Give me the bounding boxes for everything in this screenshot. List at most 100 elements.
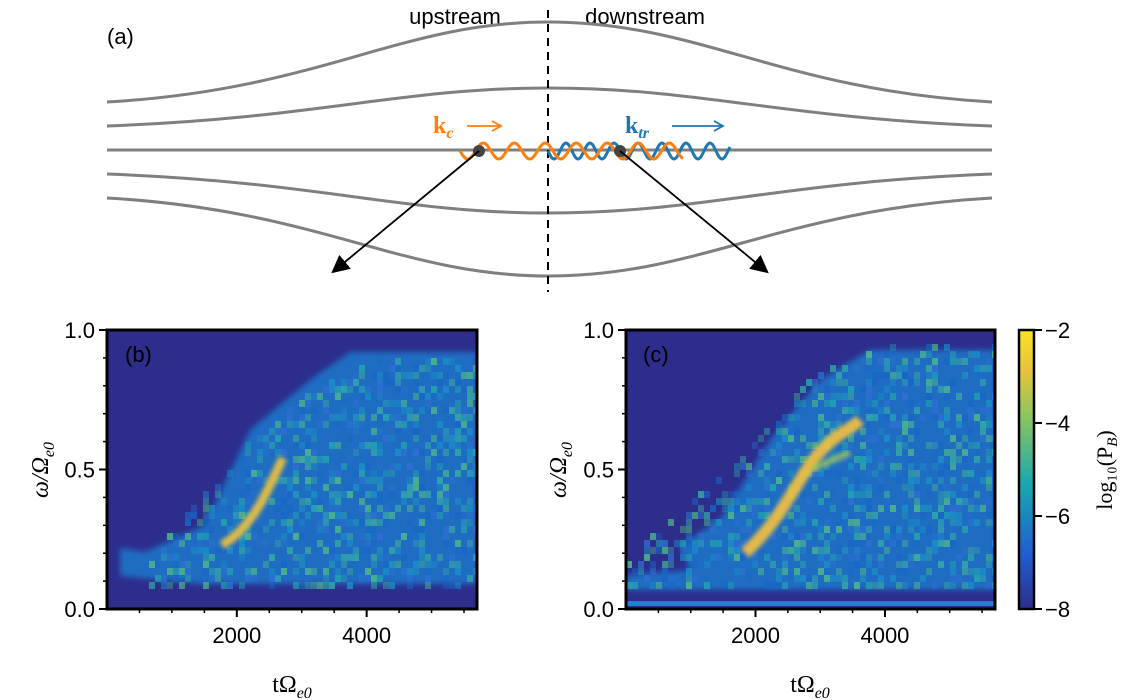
heatmap-cell bbox=[968, 442, 974, 449]
heatmap-cell bbox=[830, 393, 836, 400]
heatmap-cell bbox=[818, 568, 824, 575]
heatmap-cell bbox=[854, 519, 860, 526]
heatmap-cell bbox=[413, 568, 419, 575]
heatmap-cell bbox=[299, 498, 305, 505]
heatmap-cell bbox=[323, 400, 329, 407]
heatmap-cell bbox=[932, 484, 938, 491]
heatmap-cell bbox=[281, 512, 287, 519]
heatmap-cell bbox=[269, 519, 275, 526]
heatmap-cell bbox=[986, 365, 992, 372]
heatmap-cell bbox=[764, 484, 770, 491]
heatmap-cell bbox=[215, 575, 221, 582]
heatmap-cell bbox=[842, 498, 848, 505]
heatmap-cell bbox=[884, 358, 890, 365]
heatmap-cell bbox=[287, 547, 293, 554]
heatmap-cell bbox=[872, 582, 878, 589]
heatmap-cell bbox=[347, 519, 353, 526]
heatmap-cell bbox=[329, 554, 335, 561]
heatmap-cell bbox=[764, 505, 770, 512]
heatmap-cell bbox=[848, 498, 854, 505]
heatmap-cell bbox=[149, 582, 155, 589]
heatmap-cell bbox=[209, 554, 215, 561]
heatmap-cell bbox=[443, 505, 449, 512]
heatmap-cell bbox=[686, 533, 692, 540]
heatmap-cell bbox=[431, 512, 437, 519]
heatmap-cell bbox=[215, 547, 221, 554]
heatmap-cell bbox=[197, 540, 203, 547]
heatmap-cell bbox=[413, 379, 419, 386]
heatmap-cell bbox=[467, 575, 473, 582]
heatmap-cell bbox=[776, 568, 782, 575]
heatmap-cell bbox=[299, 519, 305, 526]
heatmap-cell bbox=[902, 358, 908, 365]
heatmap-cell bbox=[866, 540, 872, 547]
heatmap-cell bbox=[365, 463, 371, 470]
heatmap-cell bbox=[383, 568, 389, 575]
heatmap-cell bbox=[902, 365, 908, 372]
heatmap-cell bbox=[377, 491, 383, 498]
heatmap-cell bbox=[914, 358, 920, 365]
heatmap-cell bbox=[866, 498, 872, 505]
heatmap-cell bbox=[227, 470, 233, 477]
heatmap-cell bbox=[413, 477, 419, 484]
heatmap-cell bbox=[461, 435, 467, 442]
heatmap-cell bbox=[413, 421, 419, 428]
heatmap-cell bbox=[329, 582, 335, 589]
heatmap-cell bbox=[425, 400, 431, 407]
heatmap-cell bbox=[800, 512, 806, 519]
heatmap-cell bbox=[293, 582, 299, 589]
heatmap-cell bbox=[860, 456, 866, 463]
heatmap-cell bbox=[335, 526, 341, 533]
heatmap-cell bbox=[944, 344, 950, 351]
heatmap-cell bbox=[209, 540, 215, 547]
heatmap-cell bbox=[293, 554, 299, 561]
heatmap-cell bbox=[419, 393, 425, 400]
heatmap-cell bbox=[932, 533, 938, 540]
heatmap-cell bbox=[359, 386, 365, 393]
heatmap-cell bbox=[914, 582, 920, 589]
heatmap-cell bbox=[419, 561, 425, 568]
heatmap-cell bbox=[329, 414, 335, 421]
heatmap-cell bbox=[908, 463, 914, 470]
heatmap-cell bbox=[395, 365, 401, 372]
heatmap-cell bbox=[365, 575, 371, 582]
heatmap-cell bbox=[746, 498, 752, 505]
heatmap-cell bbox=[824, 393, 830, 400]
heatmap-cell bbox=[269, 575, 275, 582]
heatmap-cell bbox=[878, 484, 884, 491]
heatmap-cell bbox=[395, 463, 401, 470]
heatmap-cell bbox=[920, 505, 926, 512]
heatmap-cell bbox=[794, 393, 800, 400]
kc-wave bbox=[458, 141, 684, 161]
heatmap-cell bbox=[305, 568, 311, 575]
heatmap-cell bbox=[944, 414, 950, 421]
heatmap-cell bbox=[902, 568, 908, 575]
heatmap-cell bbox=[467, 477, 473, 484]
heatmap-cell bbox=[932, 379, 938, 386]
heatmap-cell bbox=[353, 421, 359, 428]
heatmap-cell bbox=[461, 414, 467, 421]
heatmap-cell bbox=[245, 442, 251, 449]
heatmap-cell bbox=[800, 519, 806, 526]
heatmap-cell bbox=[257, 435, 263, 442]
heatmap-cell bbox=[800, 561, 806, 568]
heatmap-cell bbox=[986, 484, 992, 491]
heatmap-cell bbox=[848, 442, 854, 449]
heatmap-cell bbox=[443, 386, 449, 393]
heatmap-cell bbox=[914, 519, 920, 526]
heatmap-cell bbox=[161, 554, 167, 561]
heatmap-cell bbox=[323, 407, 329, 414]
heatmap-b-rising-tone bbox=[219, 455, 288, 549]
heatmap-cell bbox=[692, 561, 698, 568]
heatmap-cell bbox=[461, 526, 467, 533]
heatmap-cell bbox=[467, 505, 473, 512]
heatmap-cell bbox=[239, 505, 245, 512]
heatmap-cell bbox=[884, 351, 890, 358]
heatmap-cell bbox=[473, 568, 477, 575]
heatmap-cell bbox=[287, 421, 293, 428]
heatmap-cell bbox=[818, 561, 824, 568]
heatmap-cell bbox=[782, 435, 788, 442]
heatmap-cell bbox=[890, 421, 896, 428]
heatmap-cell bbox=[758, 568, 764, 575]
heatmap-cell bbox=[818, 582, 824, 589]
